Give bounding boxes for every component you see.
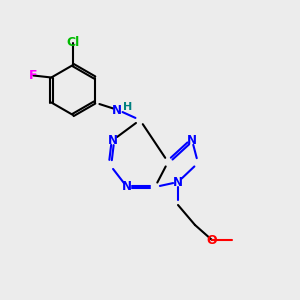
- Text: H: H: [123, 102, 133, 112]
- Text: Cl: Cl: [66, 37, 80, 50]
- Text: F: F: [29, 69, 38, 82]
- Text: O: O: [207, 233, 217, 247]
- Text: N: N: [187, 134, 197, 146]
- Text: N: N: [122, 181, 132, 194]
- Text: N: N: [112, 103, 122, 116]
- Text: N: N: [173, 176, 183, 188]
- Text: N: N: [108, 134, 118, 146]
